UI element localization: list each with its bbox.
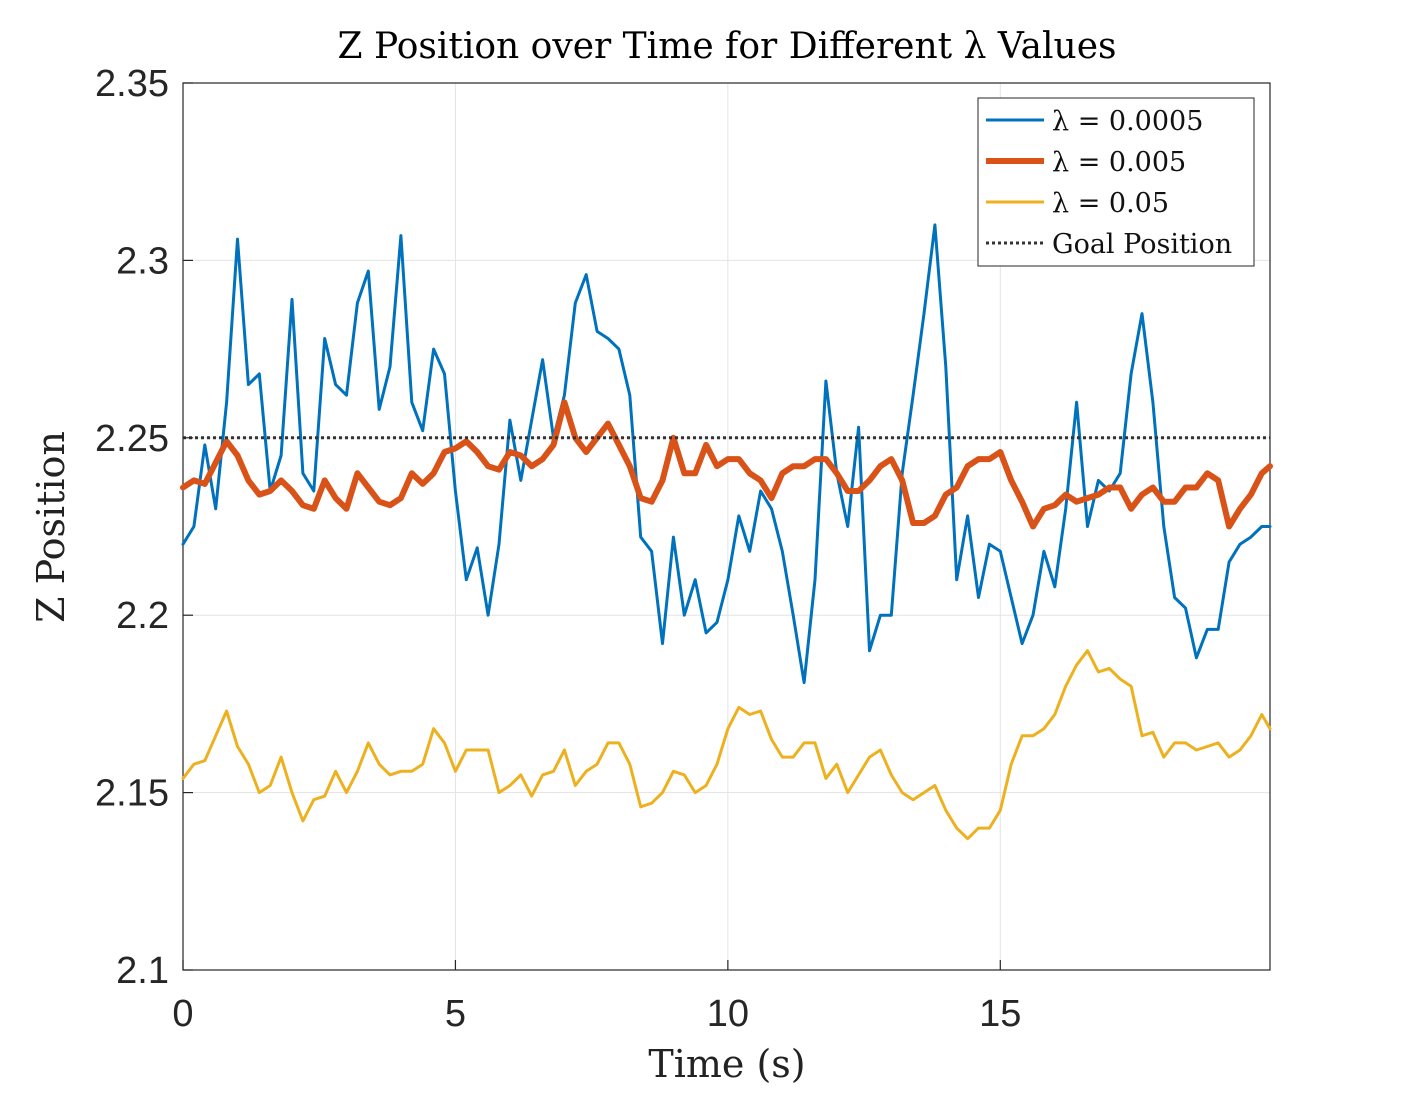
y-tick-label: 2.15: [95, 773, 169, 815]
x-tick-label: 5: [445, 993, 466, 1035]
y-tick-label: 2.2: [116, 595, 169, 637]
y-tick-label: 2.3: [116, 240, 169, 282]
y-tick-label: 2.25: [95, 418, 169, 460]
y-axis-ticks: 2.1 2.15 2.2 2.25 2.3 2.35: [95, 63, 193, 992]
y-tick-label: 2.35: [95, 63, 169, 105]
legend-box: [977, 97, 1255, 267]
y-tick-label: 2.1: [116, 950, 169, 992]
x-tick-label: 10: [707, 993, 749, 1035]
x-tick-label: 15: [979, 993, 1021, 1035]
legend-label-3: Goal Position: [1052, 229, 1232, 260]
x-axis-label: Time (s): [648, 1042, 805, 1086]
series-lines: [180, 223, 1273, 841]
series-line-2: [181, 649, 1272, 841]
series-line-1: [180, 399, 1273, 530]
x-tick-label: 0: [172, 993, 193, 1035]
legend-label-0: λ = 0.0005: [1052, 106, 1203, 137]
chart-title: Z Position over Time for Different λ Val…: [338, 26, 1117, 67]
y-axis-label: Z Position: [29, 431, 73, 623]
legend-label-2: λ = 0.05: [1052, 188, 1169, 219]
legend-label-1: λ = 0.005: [1052, 147, 1186, 178]
series-line-0: [181, 223, 1272, 685]
legend: λ = 0.0005 λ = 0.005 λ = 0.05 Goal Position: [977, 97, 1255, 267]
x-axis-ticks: 0 5 10 15: [172, 960, 1021, 1035]
